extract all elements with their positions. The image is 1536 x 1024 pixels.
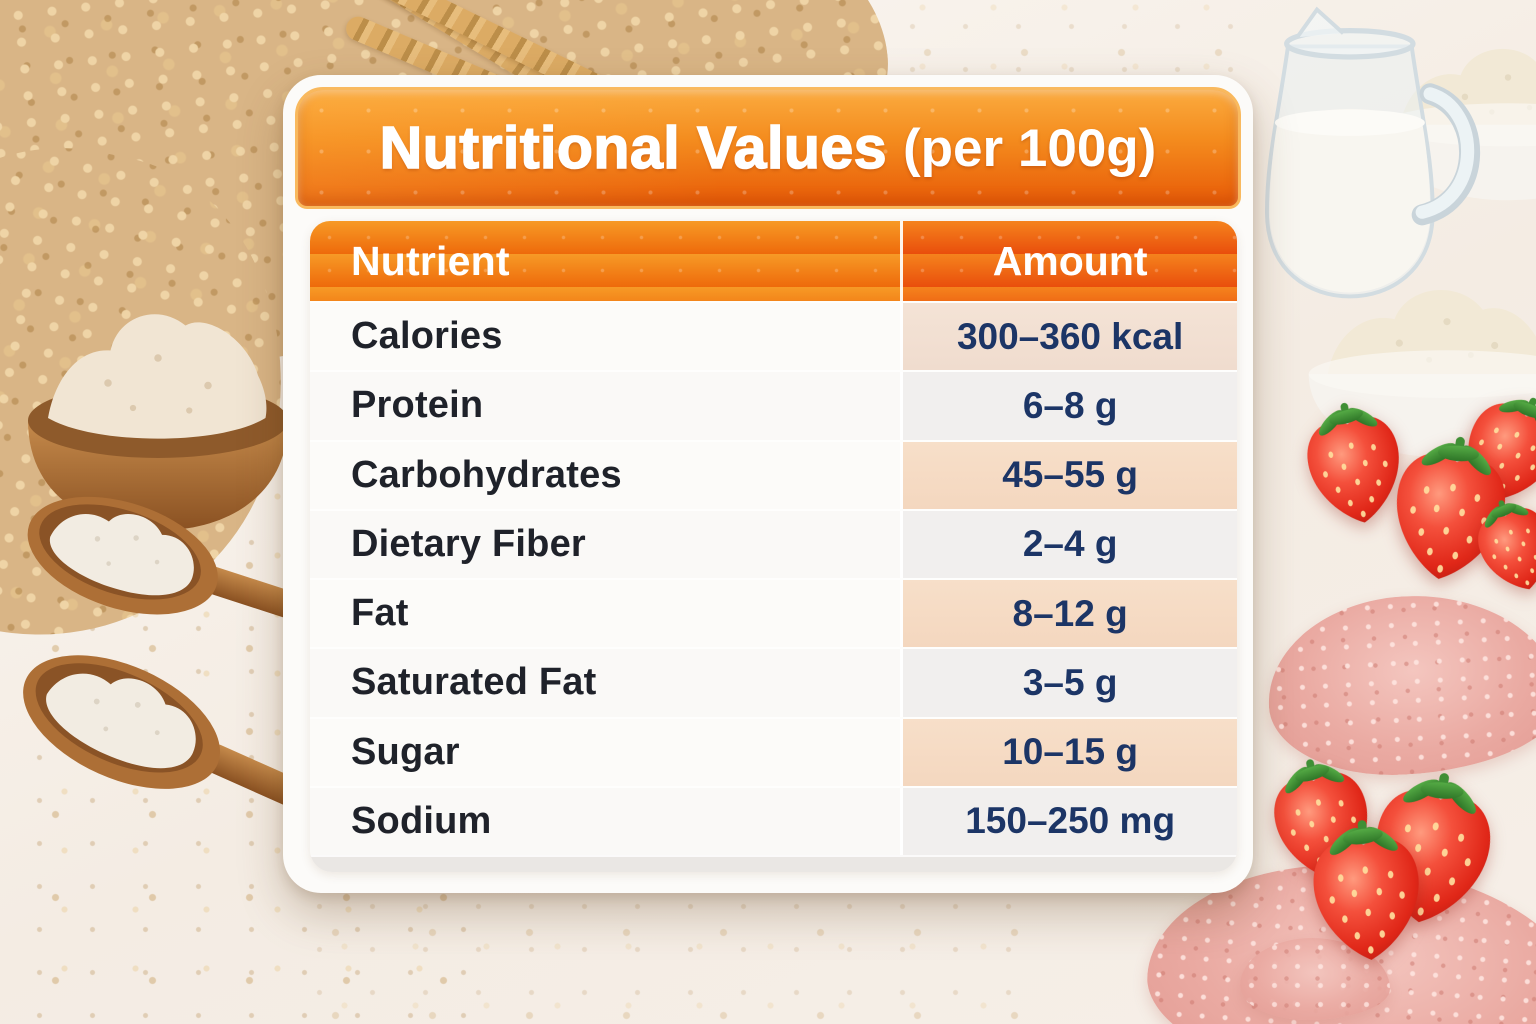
amount-cell: 300–360 kcal xyxy=(903,303,1237,371)
strawberry-powder-pile-photo xyxy=(1263,588,1536,782)
table-row: Sodium 150–250 mg xyxy=(310,785,1237,855)
nutrient-cell: Sodium xyxy=(310,787,904,855)
nutrient-cell: Fat xyxy=(310,580,904,648)
table-row: Calories 300–360 kcal xyxy=(310,301,1237,371)
table-row: Fat 8–12 g xyxy=(310,578,1237,648)
nutrition-table: Nutrient Amount Calories 300–360 kcal Pr… xyxy=(310,221,1237,872)
table-row: Dietary Fiber 2–4 g xyxy=(310,508,1237,578)
table-row: Saturated Fat 3–5 g xyxy=(310,647,1237,717)
amount-cell: 3–5 g xyxy=(903,649,1237,717)
amount-cell: 8–12 g xyxy=(903,580,1237,648)
scattered-oat-crumbs-bottom xyxy=(280,880,1040,1024)
amount-cell: 45–55 g xyxy=(903,441,1237,509)
column-header-nutrient: Nutrient xyxy=(310,221,904,301)
table-header-row: Nutrient Amount xyxy=(310,221,1237,301)
card-title-banner: Nutritional Values (per 100g) xyxy=(295,87,1241,209)
column-header-amount: Amount xyxy=(903,221,1237,301)
table-footer-strip xyxy=(310,855,1237,872)
table-row: Sugar 10–15 g xyxy=(310,716,1237,786)
page-title-suffix: (per 100g) xyxy=(903,118,1157,178)
nutrient-cell: Protein xyxy=(310,372,904,440)
nutrition-card: Nutritional Values (per 100g) Nutrient A… xyxy=(283,75,1253,893)
strawberry-photo xyxy=(1293,815,1441,974)
nutrient-cell: Calories xyxy=(310,303,904,371)
table-row: Carbohydrates 45–55 g xyxy=(310,439,1237,509)
amount-cell: 6–8 g xyxy=(903,372,1237,440)
amount-cell: 2–4 g xyxy=(903,510,1237,578)
nutrient-cell: Carbohydrates xyxy=(310,441,904,509)
nutrient-cell: Dietary Fiber xyxy=(310,510,904,578)
amount-cell: 150–250 mg xyxy=(903,787,1237,855)
amount-cell: 10–15 g xyxy=(903,718,1237,786)
page-title: Nutritional Values xyxy=(379,114,888,182)
nutrient-cell: Sugar xyxy=(310,718,904,786)
table-row: Protein 6–8 g xyxy=(310,370,1237,440)
nutrient-cell: Saturated Fat xyxy=(310,649,904,717)
